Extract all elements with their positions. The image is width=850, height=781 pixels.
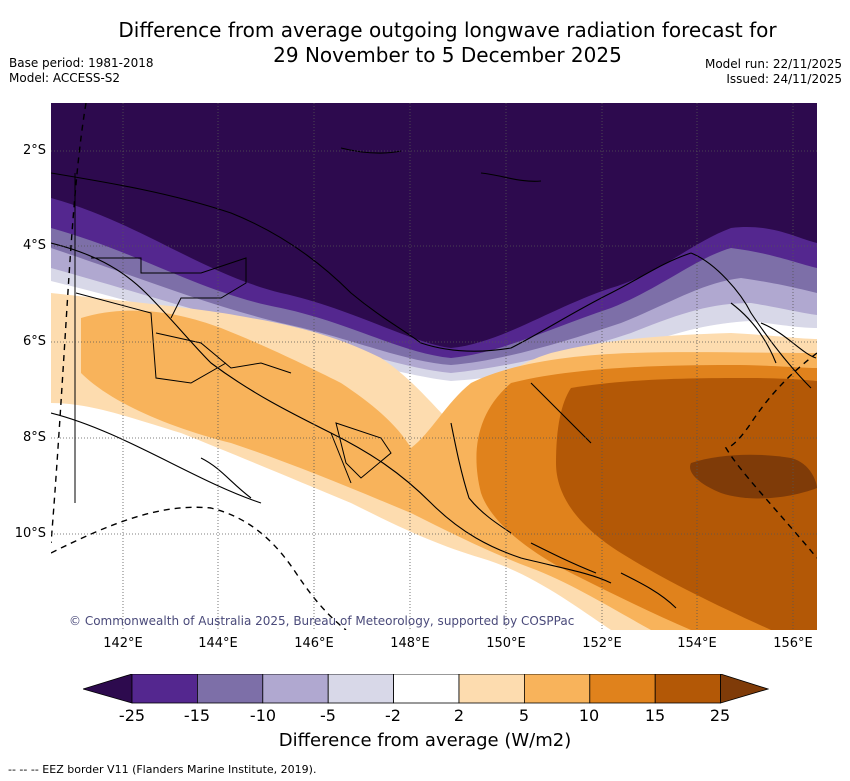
model-name: Model: ACCESS-S2 [9,71,121,85]
lat-label-6s: 6°S [22,334,46,349]
lat-label-10s: 10°S [14,526,46,541]
lat-label-2s: 2°S [22,143,46,158]
colorbar-segment-p5-p10 [523,674,591,704]
chart-title: Difference from average outgoing longwav… [0,18,850,68]
lon-label-156e: 156°E [773,636,813,651]
lat-label-8s: 8°S [22,430,46,445]
colorbar-segment-m10-m5 [262,674,329,704]
base-period: Base period: 1981-2018 [9,56,154,70]
colorbar-segment-m5-m2 [327,674,394,704]
province-borders [74,173,392,503]
colorbar-tick-10: 10 [578,706,600,725]
eez-footnote: -- -- -- EEZ border V11 (Flanders Marine… [8,763,317,776]
colorbar-segment-p2-p5 [458,674,525,704]
graticule [51,103,817,630]
colorbar-tick-m2: -2 [385,706,401,725]
colorbar-segment-m2-p2 [393,674,460,704]
copyright-text: © Commonwealth of Australia 2025, Bureau… [69,614,574,628]
lon-label-152e: 152°E [582,636,622,651]
colorbar-tick-2: 2 [453,706,465,725]
title-line-2: 29 November to 5 December 2025 [273,43,622,67]
lon-label-146e: 146°E [294,636,334,651]
colorbar-tick-m15: -15 [183,706,211,725]
colorbar-segment-p10-p15 [589,674,656,704]
colorbar-extend-low [83,674,133,704]
colorbar-tick-m10: -10 [249,706,277,725]
colorbar-tick-m25: -25 [118,706,146,725]
lon-label-148e: 148°E [390,636,430,651]
colorbar-tick-15: 15 [644,706,666,725]
eez-borders [51,103,817,630]
issued-date: Issued: 24/11/2025 [726,72,842,86]
colorbar-tick-25: 25 [709,706,731,725]
meta-right: Model run: 22/11/2025 Issued: 24/11/2025 [705,57,842,87]
colorbar-label: Difference from average (W/m2) [278,730,572,751]
band-gt-25 [690,454,817,499]
map-panel: © Commonwealth of Australia 2025, Bureau… [51,103,817,630]
model-run: Model run: 22/11/2025 [704,57,842,71]
lat-label-4s: 4°S [22,238,46,253]
colorbar-segment-m15-m10 [197,674,264,704]
colorbar-segment-m25-m15 [131,674,198,704]
colorbar [83,674,769,704]
colorbar-tick-m5: -5 [320,706,336,725]
colorbar-extend-high [720,674,769,704]
lon-label-150e: 150°E [486,636,526,651]
colorbar-segment-p15-p25 [654,674,722,704]
lon-label-142e: 142°E [103,636,143,651]
meta-left: Base period: 1981-2018 Model: ACCESS-S2 [9,56,154,86]
lon-label-154e: 154°E [677,636,717,651]
title-line-1: Difference from average outgoing longwav… [118,18,777,42]
band-p15-p25 [556,378,817,630]
lon-label-144e: 144°E [198,636,238,651]
colorbar-tick-5: 5 [518,706,530,725]
